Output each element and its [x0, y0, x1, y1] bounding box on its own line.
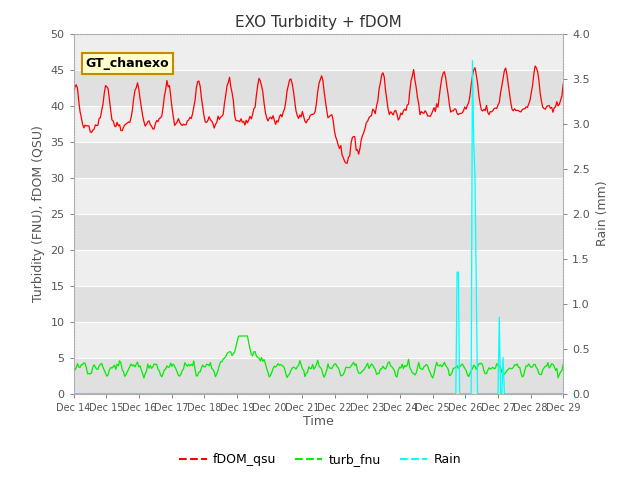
- Y-axis label: Turbidity (FNU), fDOM (QSU): Turbidity (FNU), fDOM (QSU): [32, 125, 45, 302]
- Bar: [74, 250, 563, 286]
- X-axis label: Time: Time: [303, 415, 334, 429]
- Bar: [74, 106, 563, 142]
- Bar: [74, 286, 563, 322]
- Bar: [74, 178, 563, 214]
- Bar: [74, 34, 563, 70]
- Bar: [74, 214, 563, 250]
- Bar: [74, 70, 563, 106]
- Y-axis label: Rain (mm): Rain (mm): [596, 181, 609, 246]
- Legend: fDOM_qsu, turb_fnu, Rain: fDOM_qsu, turb_fnu, Rain: [174, 448, 466, 471]
- Text: GT_chanexo: GT_chanexo: [86, 57, 170, 70]
- Bar: [74, 358, 563, 394]
- Bar: [74, 142, 563, 178]
- Bar: [74, 322, 563, 358]
- Title: EXO Turbidity + fDOM: EXO Turbidity + fDOM: [235, 15, 402, 30]
